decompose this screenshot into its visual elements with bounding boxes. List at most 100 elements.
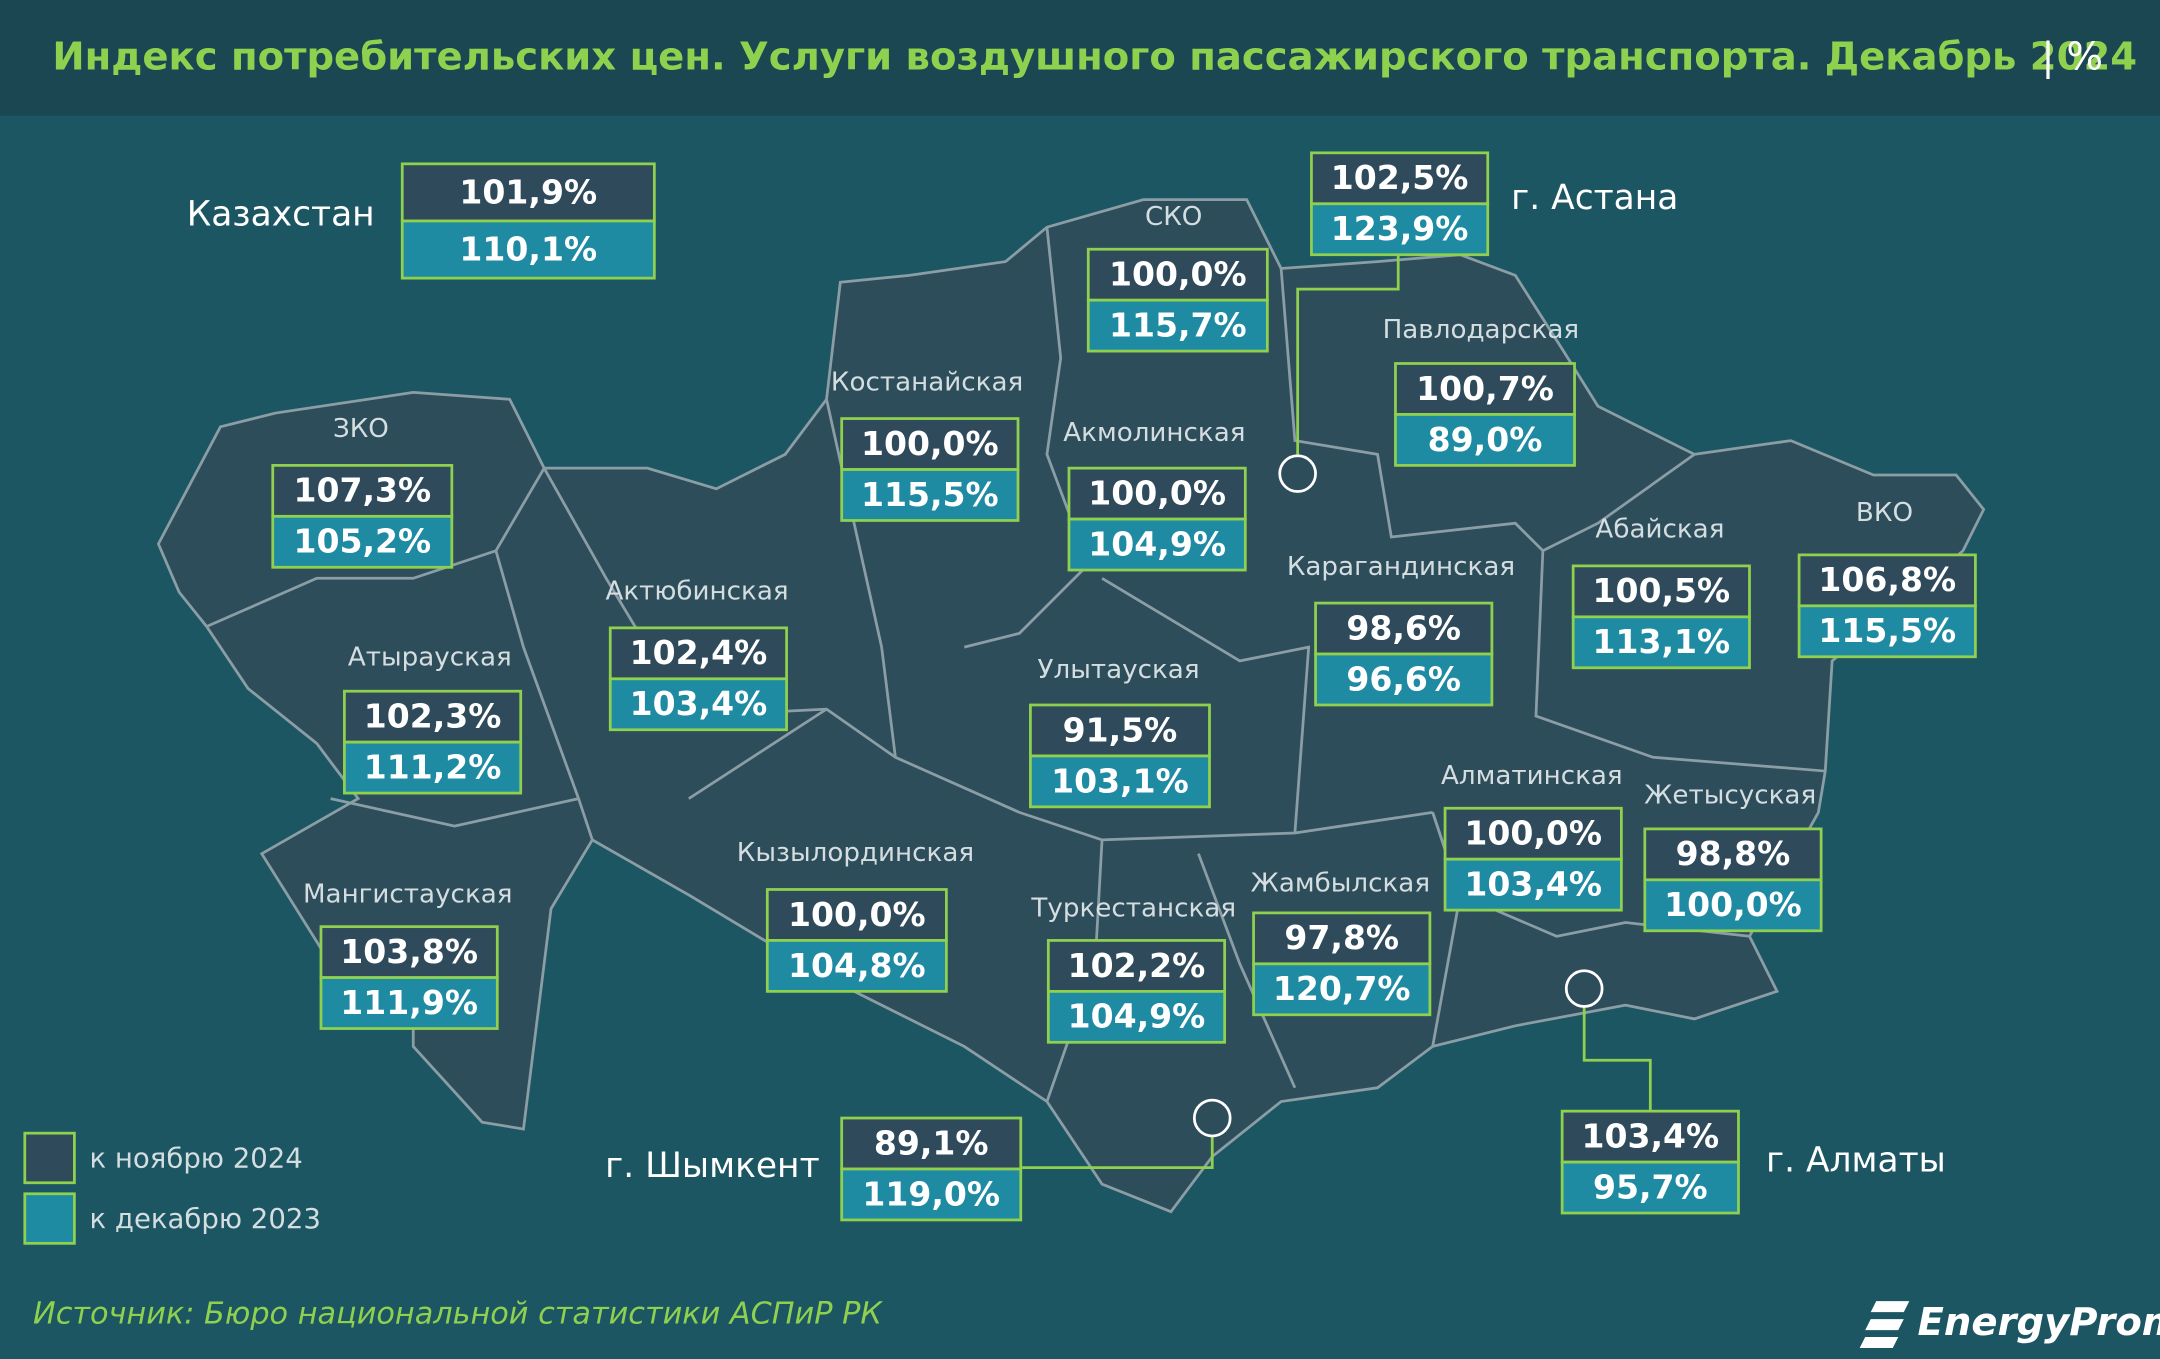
region: Алматинская 100,0% 103,4% (1441, 761, 1623, 912)
region-name: СКО (1145, 202, 1202, 232)
region-name: Кызылординская (737, 838, 974, 868)
box-dec (1314, 652, 1494, 707)
box-dec (1443, 857, 1623, 912)
box-nov (1643, 827, 1823, 882)
value-dec: 95,7% (1593, 1167, 1708, 1206)
brand-logo: EnergyProm (1859, 1300, 2160, 1348)
value-nov: 106,8% (1818, 560, 1956, 599)
shymkent-leader (1022, 1135, 1214, 1169)
astana-marker (1278, 454, 1317, 493)
box-dec (319, 976, 499, 1030)
value-dec: 104,9% (1068, 997, 1206, 1036)
value-nov: 107,3% (293, 471, 431, 510)
region-name: Алматинская (1441, 761, 1623, 791)
box-nov (608, 626, 788, 681)
value-nov: 100,7% (1416, 369, 1554, 408)
legend-label: к декабрю 2023 (90, 1203, 321, 1235)
value-nov: 102,4% (630, 633, 768, 672)
box-dec (1560, 1160, 1740, 1215)
region: Жамбылская 97,8% 120,7% (1251, 868, 1432, 1017)
legend-swatch (23, 1131, 76, 1185)
value-dec: 89,0% (1428, 420, 1543, 459)
region: Улытауская 91,5% 103,1% (1029, 655, 1211, 809)
region-name: ЗКО (333, 414, 389, 444)
box-dec (840, 1167, 1023, 1222)
value-dec: 103,4% (630, 684, 768, 723)
value-nov: 103,8% (340, 932, 478, 971)
box-dec (1252, 962, 1432, 1017)
value-dec: 96,6% (1346, 659, 1461, 698)
region: Туркестанская 102,2% 104,9% (1030, 893, 1236, 1044)
region: г. Шымкент 89,1% 119,0% (605, 1116, 1023, 1222)
region-name: Жетысуская (1644, 780, 1816, 810)
header-bar (0, 0, 2160, 116)
shymkent-marker (1192, 1098, 1232, 1138)
value-nov: 89,1% (874, 1123, 989, 1162)
box-nov (1443, 806, 1623, 861)
brand-icon (1859, 1301, 1910, 1348)
title-separator: | (2042, 35, 2055, 80)
legend-label: к ноябрю 2024 (90, 1142, 303, 1174)
value-nov: 100,0% (788, 895, 926, 934)
value-nov: 100,0% (1109, 255, 1247, 294)
value-nov: 98,8% (1676, 834, 1791, 873)
region: г. Астана 102,5% 123,9% (1310, 151, 1678, 257)
box-dec (1394, 413, 1576, 467)
value-dec: 104,8% (788, 946, 926, 985)
region: Павлодарская 100,7% 89,0% (1383, 315, 1580, 467)
region-name: Карагандинская (1287, 552, 1515, 582)
region: СКО 100,0% 115,7% (1086, 202, 1269, 353)
box-nov (1067, 466, 1247, 521)
box-dec (1046, 989, 1227, 1044)
brand-name: EnergyProm (1918, 1300, 2160, 1345)
region: Казахстан 101,9% 110,1% (187, 162, 656, 280)
value-nov: 91,5% (1063, 710, 1178, 749)
value-nov: 100,0% (861, 424, 999, 463)
box-dec (343, 740, 523, 795)
region: Актюбинская 102,4% 103,4% (605, 577, 789, 732)
almaty-leader (1582, 1005, 1652, 1112)
leader-lines (1022, 254, 1652, 1169)
region-name: Павлодарская (1383, 315, 1580, 345)
value-dec: 120,7% (1273, 969, 1411, 1008)
value-dec: 105,2% (293, 522, 431, 561)
value-nov: 100,0% (1464, 814, 1602, 853)
box-nov (1046, 939, 1227, 993)
value-dec: 115,5% (861, 475, 999, 514)
value-dec: 104,9% (1088, 524, 1226, 563)
region: Костанайская 100,0% 115,5% (831, 367, 1023, 522)
region: Акмолинская 100,0% 104,9% (1063, 418, 1247, 572)
value-dec: 115,7% (1109, 306, 1247, 345)
value-dec: 100,0% (1664, 885, 1802, 924)
value-dec: 110,1% (459, 229, 597, 268)
title: Индекс потребительских цен. Услуги возду… (52, 35, 2137, 80)
box-nov (1310, 151, 1490, 206)
value-nov: 103,4% (1581, 1117, 1719, 1156)
box-dec (765, 939, 948, 993)
region-name: ВКО (1856, 498, 1913, 528)
region: Карагандинская 98,6% 96,6% (1287, 552, 1515, 707)
box-nov (1571, 564, 1751, 619)
region-name: Казахстан (187, 195, 375, 235)
astana-leader (1296, 254, 1400, 455)
region: ЗКО 107,3% 105,2% (271, 414, 454, 569)
value-nov: 102,2% (1068, 946, 1206, 985)
box-dec (400, 219, 656, 280)
region-name: Актюбинская (605, 577, 788, 607)
value-dec: 115,5% (1818, 611, 1956, 650)
box-nov (1394, 362, 1576, 416)
value-nov: 102,3% (364, 697, 502, 736)
box-dec (1571, 615, 1751, 670)
region: Атырауская 102,3% 111,2% (343, 643, 523, 795)
legend-swatch (23, 1192, 76, 1245)
value-nov: 101,9% (459, 172, 597, 211)
box-nov (1560, 1109, 1740, 1164)
region: ВКО 106,8% 115,5% (1797, 498, 1977, 659)
region-name: г. Астана (1511, 178, 1678, 218)
value-nov: 100,0% (1088, 474, 1226, 513)
region: г. Алматы 103,4% 95,7% (1560, 1109, 1946, 1215)
value-dec: 123,9% (1331, 209, 1469, 248)
box-nov (400, 162, 656, 223)
region-name: Улытауская (1038, 655, 1200, 685)
value-dec: 103,1% (1051, 761, 1189, 800)
